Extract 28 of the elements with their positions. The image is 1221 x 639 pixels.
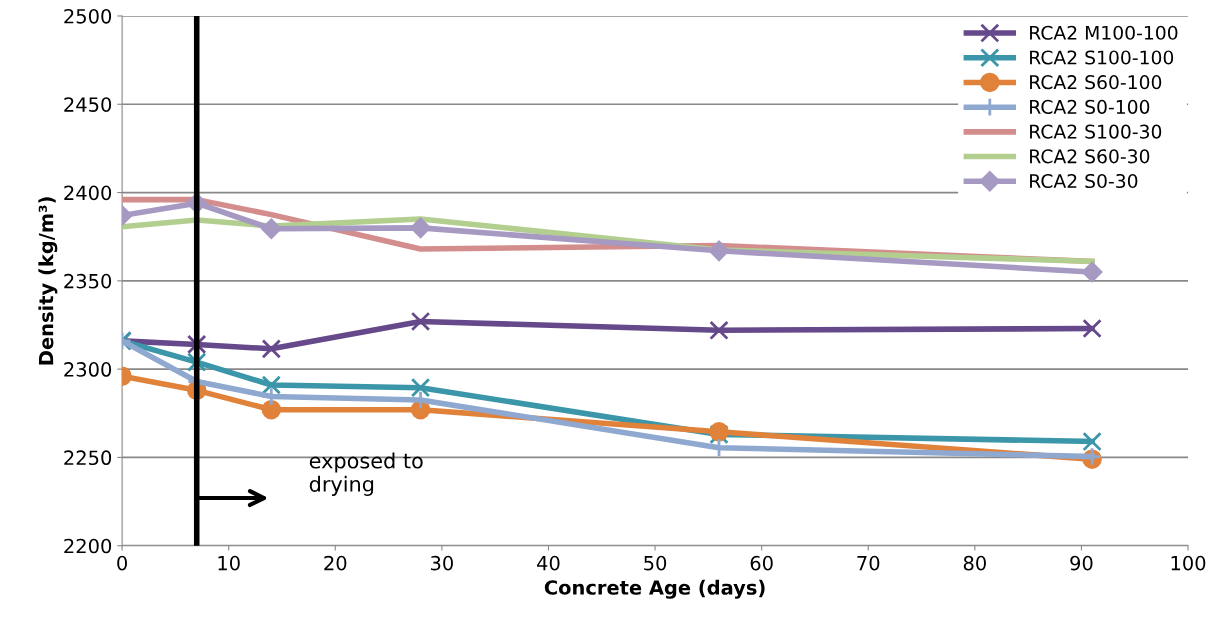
y-tick-label: 2300: [64, 362, 112, 377]
x-tick-label: 80: [963, 555, 986, 571]
x-tick-label: 40: [537, 555, 560, 571]
legend-label: RCA2 M100-100: [1030, 25, 1178, 40]
y-tick-label: 2500: [64, 8, 112, 24]
y-tick-label: 2450: [64, 97, 112, 112]
annotation: exposed to drying: [309, 452, 423, 496]
y-axis-title: Density (kg/m³): [38, 197, 58, 365]
x-tick-label: 90: [1070, 555, 1093, 571]
x-tick-label: 100: [1171, 555, 1206, 571]
x-tick-label: 30: [430, 555, 453, 571]
legend-label: RCA2 S100-30: [1030, 124, 1162, 139]
x-tick-label: 0: [117, 555, 127, 571]
x-axis-title: Concrete Age (days): [544, 579, 765, 599]
x-tick-label: 70: [857, 555, 880, 571]
legend-label: RCA2 S0-30: [1030, 173, 1138, 189]
x-tick-label: 60: [750, 555, 773, 571]
x-tick-label: 10: [218, 555, 240, 571]
legend-label: RCA2 S60-100: [1030, 75, 1162, 90]
legend-label: RCA2 S0-100: [1030, 99, 1150, 114]
x-tick-label: 20: [324, 555, 347, 571]
y-tick-label: 2400: [64, 185, 112, 201]
x-tick-label: 50: [644, 555, 667, 571]
y-tick-label: 2250: [64, 450, 112, 466]
y-tick-label: 2200: [64, 538, 112, 554]
legend-label: RCA2 S100-100: [1030, 50, 1174, 65]
legend-label: RCA2 S60-30: [1030, 149, 1150, 164]
y-tick-label: 2350: [64, 273, 112, 289]
